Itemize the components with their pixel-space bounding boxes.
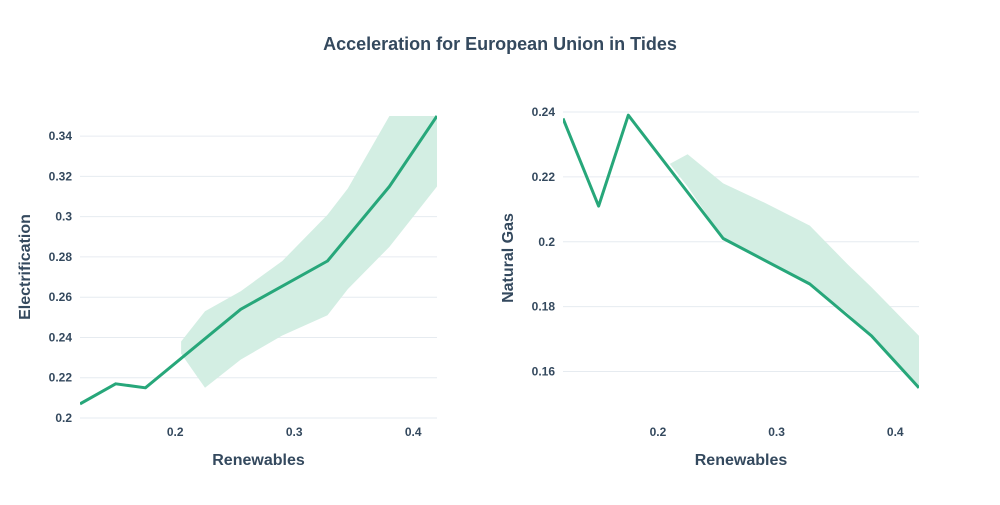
y-tick-label: 0.26 — [49, 290, 73, 304]
confidence-band — [669, 154, 919, 388]
y-tick-label: 0.34 — [49, 129, 73, 143]
y-tick-label: 0.18 — [532, 300, 556, 314]
subplot-1: 0.2 0.22 0.24 0.26 0.28 0.3 0.32 0.34 0.2 0.3 0.4 R… — [17, 115, 437, 469]
x-tick-label: 0.2 — [167, 425, 184, 439]
y-tick-label: 0.16 — [532, 365, 556, 379]
y-tick-label: 0.22 — [532, 170, 556, 184]
x-axis-title: Renewables — [212, 452, 305, 469]
x-tick-label: 0.4 — [887, 425, 904, 439]
confidence-band — [181, 116, 437, 388]
y-tick-label: 0.3 — [55, 210, 72, 224]
y-tick-label: 0.2 — [55, 411, 72, 425]
subplot-2: 0.16 0.18 0.2 0.22 0.24 0.2 0.3 0.4 Renewables Na… — [500, 105, 919, 469]
y-tick-label: 0.32 — [49, 169, 73, 183]
x-tick-label: 0.3 — [768, 425, 785, 439]
plots-container: 0.2 0.22 0.24 0.26 0.28 0.3 0.32 0.34 0.2 0.3 0.4 R… — [17, 105, 919, 469]
y-tick-label: 0.28 — [49, 250, 73, 264]
series-line — [563, 113, 919, 389]
series-line — [80, 115, 437, 406]
y-axis-title: Natural Gas — [500, 213, 517, 303]
x-axis-title: Renewables — [695, 452, 788, 469]
y-tick-label: 0.22 — [49, 371, 73, 385]
y-tick-label: 0.24 — [49, 330, 73, 344]
chart-title: Acceleration for European Union in Tides — [323, 34, 677, 54]
x-tick-label: 0.2 — [650, 425, 667, 439]
x-tick-label: 0.4 — [405, 425, 422, 439]
y-tick-label: 0.24 — [532, 105, 556, 119]
y-tick-label: 0.2 — [538, 235, 555, 249]
y-axis-title: Electrification — [17, 214, 34, 320]
x-tick-label: 0.3 — [286, 425, 303, 439]
